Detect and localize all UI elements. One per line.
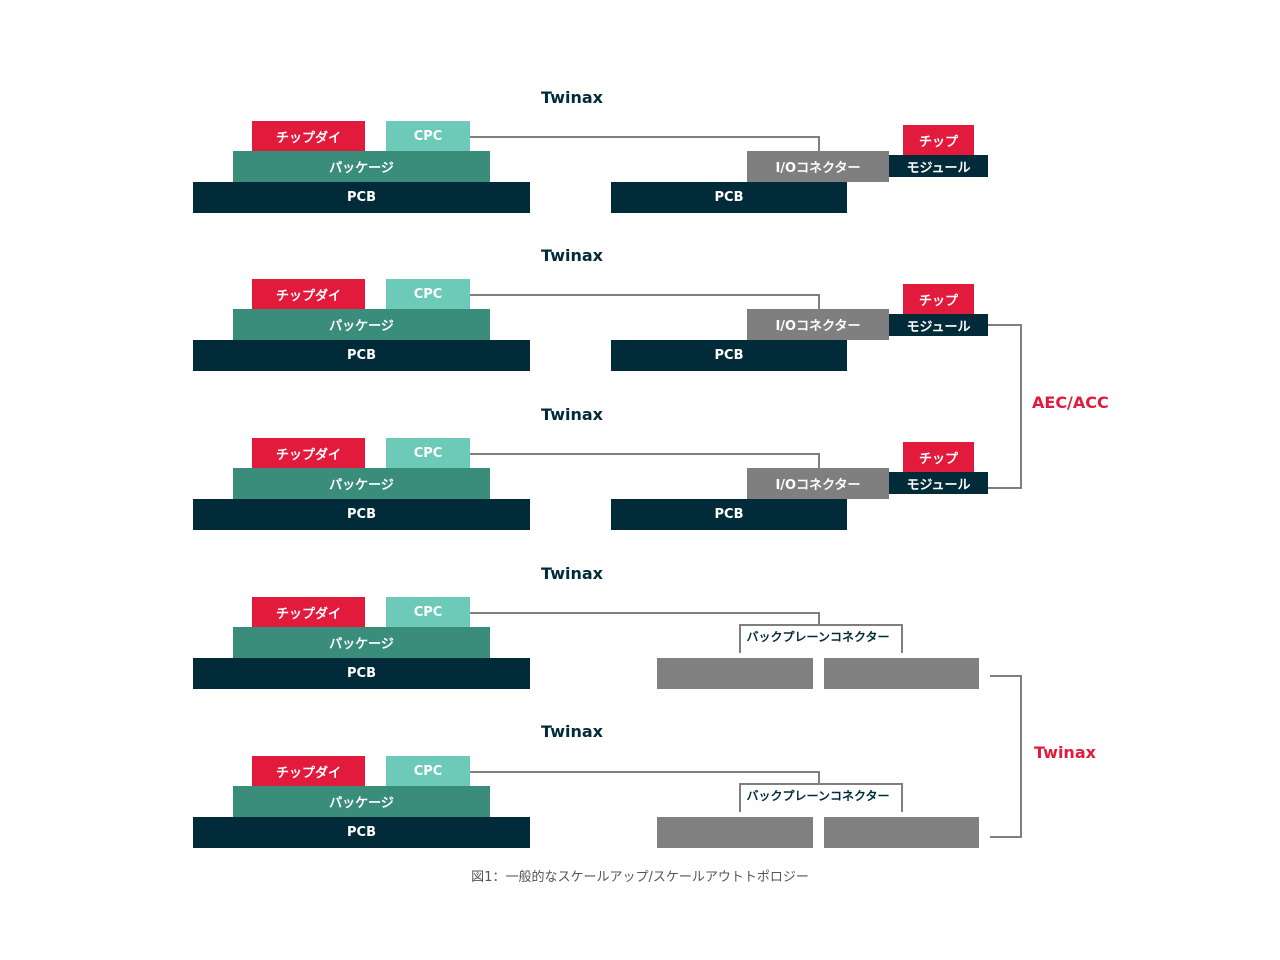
twinax-cable-drop [818, 771, 820, 783]
twinax-cable-drop [818, 294, 820, 309]
twinax-cable [470, 453, 820, 455]
chip-die-block: チップダイ [252, 438, 365, 468]
cpc-block: CPC [386, 279, 470, 309]
twinax-title: Twinax [541, 722, 603, 741]
package-block: パッケージ [233, 627, 490, 658]
pcb-block: PCB [193, 817, 530, 848]
twinax-title: Twinax [541, 246, 603, 265]
twinax-cable [470, 136, 820, 138]
backplane-block-left [657, 658, 813, 689]
backplane-connector-bracket [739, 783, 903, 812]
backplane-connector-label: バックプレーンコネクター [744, 787, 892, 804]
cpc-block: CPC [386, 597, 470, 627]
io-connector-block: I/Oコネクター [747, 151, 889, 182]
twinax-cable-drop [818, 453, 820, 468]
aec-acc-label: AEC/ACC [1032, 393, 1109, 412]
twinax-title: Twinax [541, 88, 603, 107]
chip-block: チップ [903, 442, 974, 472]
figure-caption: 図1：一般的なスケールアップ/スケールアウトトポロジー [471, 870, 809, 885]
module-block: モジュール [889, 472, 988, 494]
twinax-cable [470, 294, 820, 296]
cpc-block: CPC [386, 756, 470, 786]
pcb-block: PCB [611, 182, 847, 213]
twinax-side-label: Twinax [1034, 743, 1096, 762]
twinax-cable-drop [818, 136, 820, 151]
backplane-connector-bracket [739, 624, 903, 653]
backplane-block-right [824, 658, 979, 689]
package-block: パッケージ [233, 786, 490, 817]
twinax-cable-drop [818, 612, 820, 624]
chip-block: チップ [903, 125, 974, 155]
chip-die-block: チップダイ [252, 756, 365, 786]
pcb-block: PCB [611, 340, 847, 371]
backplane-connector-label: バックプレーンコネクター [744, 628, 892, 645]
backplane-block-right [824, 817, 979, 848]
io-connector-block: I/Oコネクター [747, 468, 889, 499]
pcb-block: PCB [193, 340, 530, 371]
chip-die-block: チップダイ [252, 279, 365, 309]
io-connector-block: I/Oコネクター [747, 309, 889, 340]
chip-die-block: チップダイ [252, 121, 365, 151]
twinax-cable [470, 612, 820, 614]
package-block: パッケージ [233, 309, 490, 340]
pcb-block: PCB [611, 499, 847, 530]
cpc-block: CPC [386, 121, 470, 151]
package-block: パッケージ [233, 468, 490, 499]
module-block: モジュール [889, 155, 988, 177]
module-block: モジュール [889, 314, 988, 336]
pcb-block: PCB [193, 499, 530, 530]
cpc-block: CPC [386, 438, 470, 468]
twinax-cable [470, 771, 820, 773]
backplane-block-left [657, 817, 813, 848]
twinax-bracket [990, 675, 1022, 838]
pcb-block: PCB [193, 182, 530, 213]
twinax-title: Twinax [541, 564, 603, 583]
package-block: パッケージ [233, 151, 490, 182]
aec-acc-bracket [988, 324, 1022, 489]
twinax-title: Twinax [541, 405, 603, 424]
chip-die-block: チップダイ [252, 597, 365, 627]
chip-block: チップ [903, 284, 974, 314]
pcb-block: PCB [193, 658, 530, 689]
